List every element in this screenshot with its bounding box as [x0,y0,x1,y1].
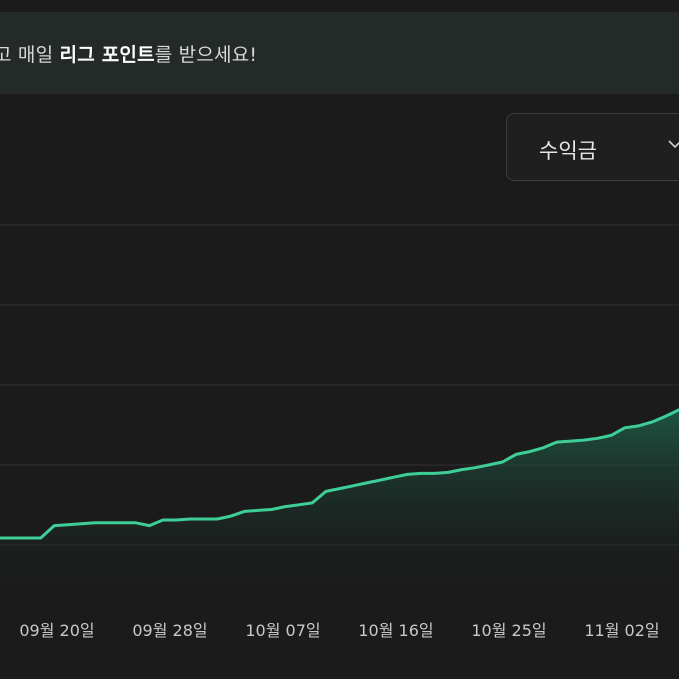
x-axis-ticks: 09월 20일 09월 28일 10월 07일 10월 16일 10월 25일 11월 0… [19,621,659,640]
x-tick-label: 09월 28일 [132,621,207,640]
x-tick-label: 10월 16일 [358,621,433,640]
banner-text: 고 매일 리그 포인트를 받으세요! [0,40,257,67]
banner-bold: 리그 포인트 [59,44,155,66]
x-tick-label: 09월 20일 [19,621,94,640]
top-strip [0,0,679,12]
banner-prefix: 고 매일 [0,44,60,66]
x-tick-label: 10월 25일 [471,621,546,640]
promo-banner[interactable]: 고 매일 리그 포인트를 받으세요! [0,12,679,94]
series-line [0,408,679,540]
chevron-down-icon [668,140,679,149]
metric-select-value: 수익금 [539,139,597,163]
metric-select[interactable]: 수익금 [506,113,679,181]
banner-suffix: 를 받으세요! [154,44,258,66]
area-fill [0,409,679,600]
x-tick-label: 10월 07일 [245,621,320,640]
x-tick-label: 11월 02일 [584,621,659,640]
